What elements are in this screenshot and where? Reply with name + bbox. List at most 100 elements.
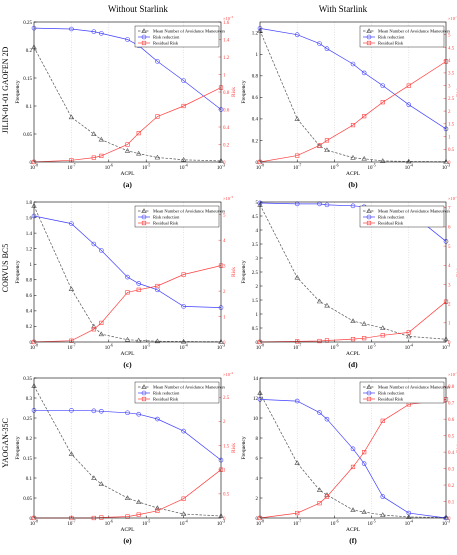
data-point: [324, 494, 330, 499]
y-tick-label: 0.15: [23, 77, 32, 82]
data-point: [406, 333, 412, 339]
y2-tick-label: 1.6: [223, 21, 230, 26]
x-tick-label: 10-4: [180, 344, 188, 352]
y-tick-label: 1.2: [26, 247, 33, 252]
data-point: [136, 287, 141, 292]
data-point: [324, 416, 330, 422]
chart-panel-4: 0 0.5 1 1.5 2 2.5 3 3.5 4 4.5 5 0 1 2 3 4 5 6 7 ×10-4 10-8 10…: [241, 195, 457, 369]
x-tick-label: 10-4: [180, 520, 188, 528]
data-point: [362, 114, 367, 119]
y-tick-label: 0.6: [252, 96, 259, 101]
chart-panel-3: 0 0.2 0.4 0.6 0.8 1 1.2 1.4 1.6 1.8 0 1 2 3 4 5 ×10-3 10-…: [15, 195, 237, 369]
legend-marker: [141, 34, 147, 40]
legend-marker: [366, 396, 372, 402]
y2-tick-label: 5: [448, 34, 451, 39]
y-tick-label: 0.2: [26, 325, 33, 330]
y2-tick-label: 1: [223, 73, 226, 78]
plot-frame: [259, 21, 447, 163]
x-tick-label: 10-7: [293, 164, 301, 172]
data-point: [124, 336, 131, 342]
data-point: [317, 143, 322, 148]
data-point: [155, 59, 160, 64]
data-point: [154, 154, 161, 160]
data-point: [136, 512, 141, 517]
data-point: [317, 41, 322, 46]
panel-label: (a): [123, 180, 132, 189]
legend-label: Residual Risk: [153, 41, 179, 46]
y-tick-label: 3: [256, 257, 259, 262]
series-line-2: [33, 265, 222, 343]
y-tick-label: 0.15: [23, 457, 32, 462]
data-point: [180, 156, 187, 162]
legend-box: [359, 205, 445, 228]
data-point: [317, 410, 322, 415]
x-axis-label: ACPL: [120, 351, 135, 357]
y-tick-label: 0.5: [252, 327, 259, 332]
data-point: [350, 464, 356, 470]
data-point: [124, 495, 131, 500]
y2-tick-label: 0.8: [223, 91, 230, 96]
data-point: [324, 46, 330, 52]
legend-marker: [366, 214, 372, 220]
data-point: [350, 446, 356, 452]
y2-tick-label: 3: [448, 84, 451, 89]
data-point: [380, 333, 385, 338]
data-point: [295, 153, 300, 158]
data-point: [125, 290, 130, 295]
y2-tick-label: 1.2: [223, 56, 230, 61]
column-title-right: With Starlink: [319, 4, 368, 14]
x-tick-label: 10-5: [142, 164, 150, 172]
y2-tick-label: 0.4: [448, 451, 455, 456]
data-point: [91, 131, 97, 136]
data-point: [294, 116, 300, 121]
series-line-1: [259, 399, 447, 519]
plot-frame: [33, 21, 222, 163]
data-point: [155, 283, 160, 289]
data-point: [91, 475, 97, 480]
y2-tick-label: 1: [223, 469, 226, 474]
y-tick-label: 1: [256, 53, 259, 58]
series-line-1: [259, 28, 447, 130]
legend-label: Risk reduction: [153, 391, 180, 396]
legend-marker: [141, 396, 147, 402]
data-point: [98, 481, 105, 486]
y-tick-label: 14: [253, 377, 259, 382]
legend-label: Risk reduction: [378, 35, 405, 40]
y-tick-label: 5: [256, 201, 259, 206]
y2-tick-label: 4: [223, 239, 226, 244]
y2-axis-label: Risk: [231, 443, 237, 453]
data-point: [361, 321, 367, 326]
legend-marker: [366, 220, 372, 226]
y-tick-label: 1: [30, 263, 33, 268]
series-line-2: [259, 61, 447, 163]
y2-tick-label: 0: [448, 517, 451, 522]
y2-tick-label: 3: [223, 264, 226, 269]
data-point: [99, 248, 104, 253]
y-tick-label: 12: [253, 397, 259, 402]
legend-label: Mean Number of Avoidance Maneuvers: [153, 209, 225, 214]
x-tick-label: 10-6: [105, 164, 113, 172]
y2-tick-label: 0.1: [448, 500, 455, 505]
legend-label: Mean Number of Avoidance Maneuvers: [153, 385, 225, 390]
plot-frame: [259, 201, 447, 343]
data-point: [98, 331, 105, 337]
y2-tick-label: 0: [448, 341, 451, 346]
row-title-2: CORVUS BC5: [1, 244, 10, 292]
data-point: [324, 302, 330, 308]
series-line-0: [259, 392, 447, 518]
y-tick-label: 4: [256, 229, 259, 234]
data-point: [362, 336, 367, 341]
x-tick-label: 10-4: [180, 164, 188, 172]
data-point: [98, 136, 105, 142]
y2-tick-label: 0.5: [448, 434, 455, 439]
data-point: [99, 153, 104, 158]
data-point: [361, 461, 367, 466]
legend-label: Residual Risk: [153, 221, 179, 226]
chart-panel-2: 0 0.2 0.4 0.6 0.8 1 1.2 0 0.5 1 1.5 2 2.5 3 3.5 4 4.5 5 ×1…: [241, 15, 457, 189]
x-tick-label: 10-6: [330, 344, 338, 352]
data-point: [317, 338, 322, 344]
x-axis-label: ACPL: [346, 171, 361, 177]
x-tick-label: 10-5: [142, 344, 150, 352]
data-point: [155, 508, 160, 513]
data-point: [294, 460, 300, 465]
